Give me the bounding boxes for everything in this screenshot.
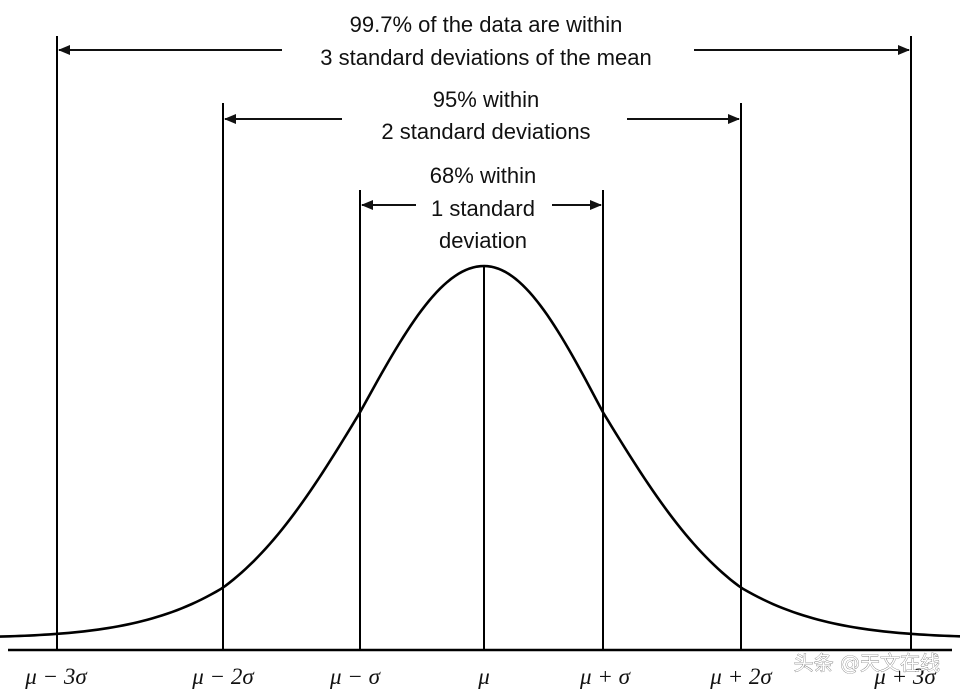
bell-curve (0, 264, 960, 638)
watermark: 头条 @天文在线 (794, 651, 940, 675)
interval-1sd-line-3: deviation (439, 228, 527, 253)
interval-3sd-line-2: 3 standard deviations of the mean (320, 45, 651, 70)
interval-2sd-line-1: 95% within (433, 87, 539, 112)
interval-3sd-label: 99.7% of the data are within 3 standard … (320, 12, 651, 70)
tick-label-minus-1sigma: μ − σ (329, 664, 382, 689)
tick-label-plus-2sigma: μ + 2σ (709, 664, 773, 689)
tick-label-minus-3sigma: μ − 3σ (24, 664, 88, 689)
interval-2sd-line-2: 2 standard deviations (381, 119, 590, 144)
interval-1sd-line-1: 68% within (430, 163, 536, 188)
interval-3sd-line-1: 99.7% of the data are within (350, 12, 623, 37)
interval-1sd-label: 68% within 1 standard deviation (430, 163, 536, 253)
x-tick-labels: μ − 3σ μ − 2σ μ − σ μ μ + σ μ + 2σ μ + 3… (24, 664, 937, 689)
tick-label-plus-3sigma: μ + 3σ (873, 664, 937, 689)
tick-label-plus-1sigma: μ + σ (579, 664, 632, 689)
interval-2sd-label: 95% within 2 standard deviations (381, 87, 590, 144)
interval-1sd-line-2: 1 standard (431, 196, 535, 221)
tick-label-mu: μ (477, 664, 490, 689)
tick-label-minus-2sigma: μ − 2σ (191, 664, 255, 689)
sigma-boundary-lines (56, 36, 912, 650)
interval-arrows (58, 45, 910, 210)
